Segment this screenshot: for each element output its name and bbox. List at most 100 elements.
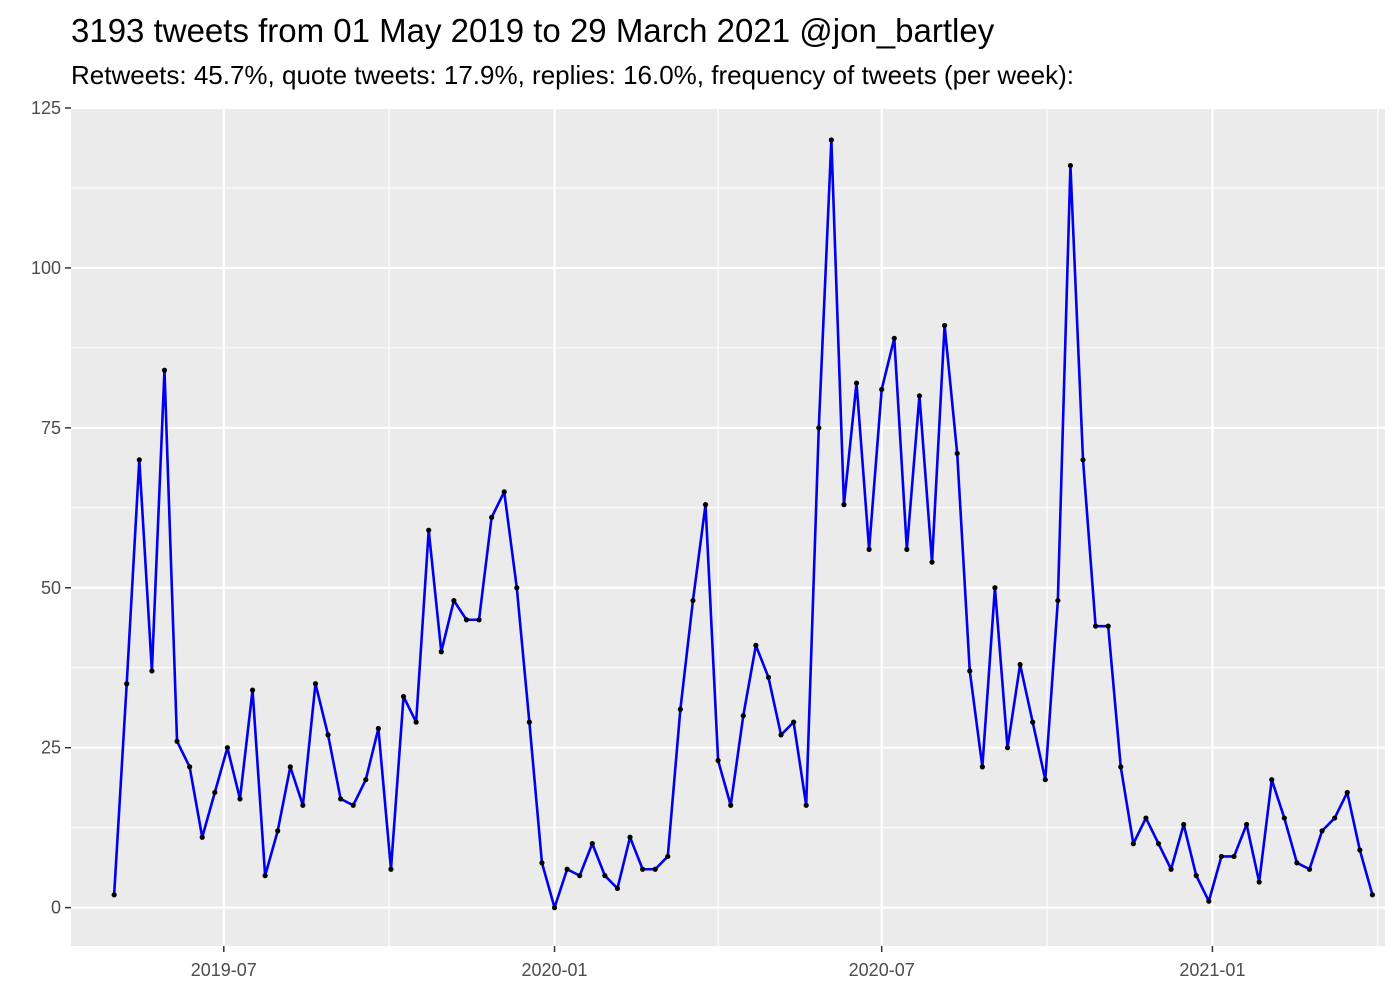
data-point: [451, 597, 457, 604]
data-point: [803, 802, 809, 808]
data-point: [702, 502, 709, 508]
data-point: [551, 905, 558, 911]
data-point: [1357, 847, 1363, 853]
y-tick-label: 125: [31, 98, 61, 118]
data-point: [929, 559, 935, 565]
data-point: [463, 617, 470, 623]
data-point: [916, 393, 923, 399]
data-point: [312, 681, 319, 687]
data-point: [602, 873, 608, 879]
data-point: [879, 386, 885, 393]
data-point: [514, 585, 520, 591]
data-point: [753, 642, 759, 648]
data-point: [740, 713, 746, 719]
series-layer: [111, 137, 1376, 911]
data-point: [388, 866, 394, 872]
plot-panel: [71, 108, 1385, 946]
data-point: [1344, 789, 1350, 796]
data-point: [287, 764, 293, 770]
data-point: [539, 860, 545, 866]
data-point: [174, 738, 180, 744]
data-point: [841, 502, 847, 508]
data-point: [1093, 623, 1099, 629]
data-point: [501, 489, 507, 495]
data-point: [627, 834, 633, 840]
x-tick-label: 2019-07: [191, 960, 257, 980]
data-point: [828, 137, 834, 143]
data-point: [652, 866, 658, 872]
data-point: [1042, 777, 1048, 783]
data-point: [1332, 815, 1338, 821]
data-point: [212, 789, 218, 796]
data-point: [1143, 815, 1149, 821]
data-point: [589, 841, 595, 847]
data-point: [954, 450, 960, 457]
data-point: [363, 777, 369, 783]
data-point: [526, 719, 532, 725]
data-point: [564, 866, 570, 872]
data-point: [640, 866, 646, 872]
chart-subtitle: Retweets: 45.7%, quote tweets: 17.9%, re…: [71, 60, 1074, 90]
data-point: [816, 425, 822, 431]
x-tick-label: 2021-01: [1179, 960, 1245, 980]
data-point: [325, 732, 331, 738]
data-point: [489, 514, 495, 521]
data-point: [1105, 623, 1111, 629]
y-tick-label: 50: [41, 578, 61, 598]
y-tick-label: 0: [51, 898, 61, 918]
data-point: [199, 834, 205, 840]
data-point: [891, 335, 897, 341]
data-point: [275, 828, 281, 834]
data-point: [1306, 866, 1313, 872]
data-point: [791, 719, 797, 725]
data-point: [715, 757, 721, 764]
data-point: [438, 649, 444, 655]
axes: 0 25 50 75 100 125 2019-07 2020-01 2020-07 2021-0…: [31, 98, 1246, 980]
data-point: [187, 764, 193, 770]
data-point: [967, 668, 973, 674]
data-point: [476, 617, 482, 623]
data-point: [992, 585, 998, 591]
data-point: [1030, 719, 1036, 725]
data-point: [1319, 828, 1325, 834]
data-point: [1067, 162, 1074, 169]
data-point: [853, 380, 860, 386]
data-point: [778, 732, 784, 738]
data-point: [249, 687, 256, 693]
major-gridlines: [71, 106, 1385, 946]
data-point: [426, 527, 432, 533]
data-point: [136, 457, 142, 463]
data-point: [224, 745, 230, 751]
data-point: [1256, 879, 1262, 885]
y-tick-label: 100: [31, 258, 61, 278]
data-point: [161, 367, 168, 373]
x-tick-label: 2020-07: [849, 960, 915, 980]
data-point: [1155, 841, 1162, 847]
data-point: [111, 892, 117, 898]
data-point: [1118, 764, 1124, 770]
data-point: [1369, 892, 1376, 898]
data-point: [1231, 853, 1237, 860]
data-point: [1243, 821, 1250, 828]
data-point: [400, 693, 407, 700]
data-point: [1130, 841, 1136, 847]
data-point: [979, 764, 985, 770]
data-point: [765, 674, 772, 680]
data-point: [904, 546, 910, 552]
data-point: [1269, 777, 1275, 783]
data-point: [262, 873, 268, 879]
data-point: [413, 719, 419, 725]
data-point: [338, 796, 344, 802]
data-point: [124, 681, 130, 687]
minor-gridlines: [71, 108, 1385, 946]
data-point: [577, 873, 583, 879]
data-point: [942, 322, 948, 329]
data-point: [728, 802, 734, 808]
x-tick-label: 2020-01: [522, 960, 588, 980]
data-point: [1281, 815, 1287, 821]
data-point: [1294, 860, 1300, 866]
data-point: [866, 546, 872, 552]
data-point: [677, 706, 683, 712]
data-point: [1206, 898, 1212, 904]
